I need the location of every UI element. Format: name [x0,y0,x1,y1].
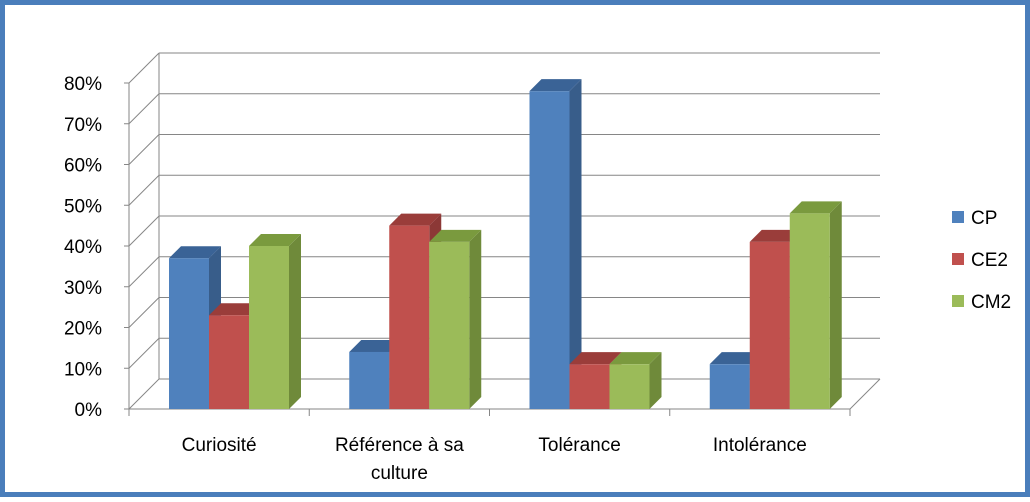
bar-top [349,339,402,352]
gridline-depth [128,215,160,247]
x-category-label: Référence à sa [335,435,464,456]
gridline-depth [128,174,160,206]
x-category-label: Intolérance [713,435,807,456]
bar-top [569,352,622,365]
bar-cm2-0 [249,234,301,409]
gridline-depth [128,134,160,165]
bar-cm2-1 [429,229,482,409]
y-tick-label: 80% [64,74,102,95]
bar-side [649,352,662,409]
gridline-depth [128,297,160,328]
x-category-label: culture [371,463,428,484]
legend-swatch-ce2 [952,253,964,265]
y-tick-label: 60% [64,156,102,177]
bar-side [289,234,301,409]
bar-front [249,246,289,409]
bar-cm2-2 [609,352,662,409]
y-tick-label: 0% [75,400,103,421]
x-axis: Curiosité Référence à sa culture Tolérance I… [128,408,851,484]
gridline-depth [128,378,160,410]
bar-cm2-3 [789,201,842,409]
bar-front [389,225,430,409]
y-tick-label: 40% [64,237,102,258]
bar-side [829,201,842,409]
bar-top [169,246,221,259]
bar-top [249,234,301,246]
bar-front [349,351,390,409]
bar-front [429,241,470,409]
bar-front [749,241,790,409]
bar-front [709,364,750,409]
bar-cp-2 [529,79,582,410]
y-tick-label: 50% [64,196,102,217]
chart-svg: 0% 10% 20% 30% 40% 50% 60% 70% 80% Curiosité Référ… [64,52,1011,484]
x-category-label: Tolérance [538,435,620,456]
y-tick-label: 70% [64,115,102,136]
bar-top [209,303,261,316]
bar-top [529,79,582,92]
bar-top [429,229,482,242]
floor-right-edge [849,378,881,410]
y-axis: 0% 10% 20% 30% 40% 50% 60% 70% 80% [64,74,130,421]
bars [169,79,842,410]
legend: CP CE2 CM2 [952,208,1011,313]
gridline-depth [128,256,160,288]
gridline-depth [128,52,160,84]
y-tick-label: 10% [64,359,102,380]
legend-swatch-cp [952,211,964,223]
x-category-label: Curiosité [182,435,257,456]
legend-label-ce2: CE2 [971,250,1008,271]
bar-side [569,79,582,410]
bar-front [169,258,209,409]
bar-top [709,352,762,365]
legend-label-cp: CP [971,208,997,229]
bar-front [789,213,830,409]
gridline-depth [128,93,160,125]
y-tick-label: 30% [64,278,102,299]
bar-front [569,364,610,409]
bar-front [529,91,570,410]
legend-swatch-cm2 [952,295,964,307]
legend-label-cm2: CM2 [971,292,1011,313]
bar-top [389,213,442,226]
gridline-depth [128,337,160,369]
bar-top [749,229,802,242]
bar-front [209,315,249,409]
bar-front [609,364,650,409]
y-tick-label: 20% [64,319,102,340]
bar-cp-0 [169,246,221,409]
bar-top [609,352,662,365]
bar-top [789,201,842,214]
bar-side [469,229,482,409]
